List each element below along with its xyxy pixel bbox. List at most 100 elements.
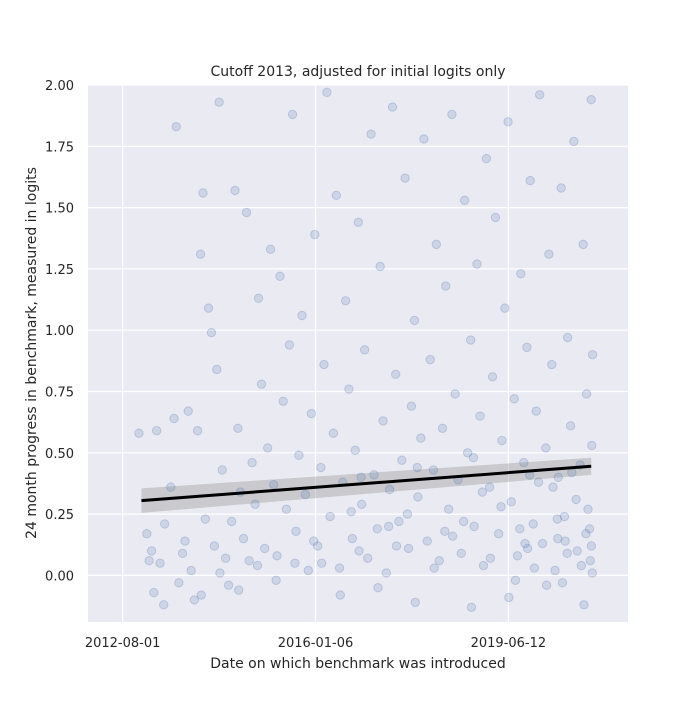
scatter-point [275,271,285,281]
scatter-point [472,259,482,269]
scatter-point [496,502,506,512]
scatter-point [419,134,429,144]
scatter-point [206,327,217,338]
scatter-point [256,379,267,389]
scatter-point [325,511,335,522]
scatter-point [354,546,364,556]
scatter-point [509,394,519,404]
scatter-point [541,443,551,453]
scatter-point [335,590,345,600]
scatter-point [375,261,385,272]
scatter-point [383,521,394,532]
scatter-point [356,472,366,483]
data-points [134,87,598,612]
scatter-point [522,543,533,554]
scatter-point [234,585,244,595]
scatter-point [519,457,529,468]
x-axis-label: Date on which benchmark was introduced [210,656,506,672]
scatter-point [503,117,513,127]
scatter-point [214,97,224,107]
scatter-point [581,529,591,539]
scatter-point [195,249,206,259]
scatter-point [562,548,572,559]
scatter-point [265,244,276,254]
scatter-point [230,185,240,196]
scatter-point [431,239,442,250]
x-tick-label: 2019-06-12 [471,636,547,651]
scatter-point [253,293,264,304]
scatter-point [391,369,401,380]
scatter-point [340,296,351,306]
scatter-point [528,519,538,529]
scatter-point [171,121,181,132]
scatter-point [250,499,260,510]
scatter-point [510,575,521,586]
scatter-point [378,416,388,426]
scatter-point [516,269,526,279]
scatter-point [559,511,570,522]
scatter-point [203,303,214,313]
scatter-point [166,482,176,492]
scatter-point [344,384,354,394]
scatter-point [269,479,279,490]
scatter-point [410,597,420,608]
scatter-point [260,543,270,554]
scatter-point [347,533,358,544]
scatter-point [316,558,327,568]
scatter-point [212,364,222,375]
y-tick-label: 1.00 [45,324,74,339]
scatter-point [196,590,206,600]
scatter-point [456,548,466,559]
scatter-point [310,229,320,240]
scatter-point [500,303,510,313]
scatter-point [262,443,273,453]
scatter-point [520,538,530,549]
scatter-point [587,568,597,578]
confidence-band [141,457,592,513]
scatter-point [290,558,300,568]
scatter-point [547,359,557,370]
scatter-point [416,433,426,443]
scatter-point [544,249,554,259]
scatter-point [144,555,154,566]
scatter-point [346,506,356,517]
scatter-point [553,533,563,544]
scatter-point [586,541,597,551]
scatter-point [174,578,184,588]
scatter-point [584,524,595,534]
scatter-point [403,543,414,554]
scatter-point [300,489,311,500]
scatter-point [192,426,203,436]
scatter-point [506,497,517,507]
scatter-point [306,408,317,419]
scatter-point [359,345,370,355]
scatter-point [362,553,373,563]
scatter-point [443,504,454,514]
scatter-point [525,175,535,186]
x-tick-label: 2016-01-06 [278,636,354,651]
scatter-point [531,406,541,416]
scatter-point [553,472,563,483]
scatter-point [556,183,566,193]
y-axis-label: 24 month progress in benchmark, measured… [24,167,40,539]
scatter-point [481,153,492,164]
scatter-point [402,509,413,519]
scatter-point [583,504,593,514]
scatter-point [406,401,417,411]
scatter-point [560,536,570,546]
scatter-point [537,538,548,549]
scatter-point [441,281,451,291]
scatter-point [387,102,398,112]
scatter-point [458,516,469,527]
scatter-point [381,568,392,578]
scatter-point [247,457,257,468]
x-tick-label: 2012-08-01 [85,636,161,651]
scatter-point [550,565,560,576]
scatter-point [548,482,558,492]
scatter-point [328,428,339,438]
scatter-point [512,551,523,561]
tick-labels: 0.00 0.25 0.50 0.75 1.00 1.25 1.50 1.75 2.00 2012… [45,79,546,651]
scatter-point [400,173,410,183]
scatter-point [215,568,225,578]
